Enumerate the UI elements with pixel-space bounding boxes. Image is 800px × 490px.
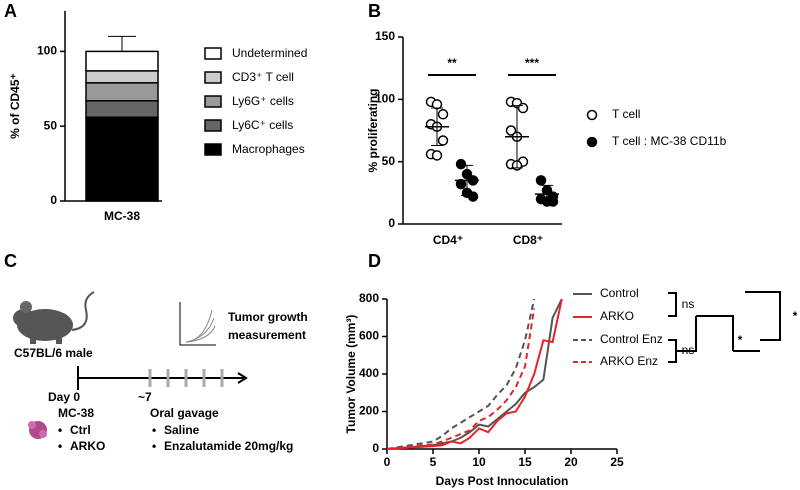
day-label: Day 0 xyxy=(48,390,80,404)
y-tick-label: 50 xyxy=(44,118,58,132)
y-tick-label: 800 xyxy=(359,291,379,305)
arm-label: Enzalutamide 20mg/kg xyxy=(164,439,293,453)
bar-segment xyxy=(85,70,159,84)
y-tick-label: 400 xyxy=(359,366,379,380)
legend-swatch xyxy=(204,71,222,84)
group-label: Ctrl xyxy=(70,423,91,437)
panel-label: D xyxy=(368,251,381,271)
data-point xyxy=(437,135,449,146)
data-point xyxy=(517,102,529,114)
injection-label: MC-38 xyxy=(58,406,94,420)
timeline xyxy=(77,366,248,390)
y-tick-label: 0 xyxy=(372,441,379,455)
bar-segment xyxy=(85,100,159,118)
group-label: ARKO xyxy=(70,439,105,453)
x-axis-label: Days Post Innoculation xyxy=(436,474,569,488)
tumor-icon xyxy=(28,421,47,439)
legend-label: Macrophages xyxy=(232,142,305,156)
significance-label: ns xyxy=(682,343,695,357)
legend-marker xyxy=(586,109,598,121)
x-tick-label: 20 xyxy=(564,455,578,469)
legend-label: Ly6G⁺ cells xyxy=(232,94,294,108)
sd-bar xyxy=(541,184,553,204)
legend-swatch xyxy=(204,119,222,132)
y-tick-label: 600 xyxy=(359,329,379,343)
significance-label: * xyxy=(738,333,743,347)
series-line xyxy=(387,299,536,450)
bar-segment xyxy=(85,50,159,72)
panel-label: C xyxy=(4,251,17,271)
treatment-label: Oral gavage xyxy=(150,406,219,420)
legend-label: Ly6C⁺ cells xyxy=(232,118,293,132)
y-tick-label: 0 xyxy=(50,193,57,207)
data-point xyxy=(455,178,467,190)
legend-swatch xyxy=(204,47,222,60)
legend-label: ARKO Enz xyxy=(600,354,658,368)
error-bar xyxy=(108,35,136,52)
data-point xyxy=(431,150,443,161)
bullet: • xyxy=(152,439,156,453)
series-line xyxy=(387,308,536,450)
data-point xyxy=(535,175,547,186)
y-tick-label: 50 xyxy=(382,154,396,168)
y-axis-label: % proliferating xyxy=(366,88,380,172)
legend-label: Control xyxy=(600,286,639,300)
legend-label: CD3⁺ T cell xyxy=(232,70,294,84)
data-point xyxy=(467,191,479,202)
data-point xyxy=(431,99,443,110)
readout-label: Tumor growth xyxy=(228,310,308,324)
data-point xyxy=(505,125,517,136)
sd-bar xyxy=(431,107,443,146)
y-axis-label: % of CD45⁺ xyxy=(8,73,22,139)
arm-label: Saline xyxy=(164,423,200,437)
legend-label: ARKO xyxy=(600,309,634,323)
x-tick-label: CD4⁺ xyxy=(433,233,463,247)
significance-label: *** xyxy=(525,56,539,70)
legend-label: T cell : MC-38 CD11b xyxy=(612,134,727,148)
x-tick-label: 5 xyxy=(430,455,437,469)
y-tick-label: 100 xyxy=(37,44,57,58)
data-point xyxy=(455,158,467,170)
day-label: ~7 xyxy=(138,390,152,404)
x-tick-label: CD8⁺ xyxy=(513,233,543,247)
y-tick-label: 200 xyxy=(359,404,379,418)
x-tick-label: 10 xyxy=(472,455,486,469)
x-tick-label: MC-38 xyxy=(104,209,140,223)
legend-marker xyxy=(586,136,598,148)
legend-label: Control Enz xyxy=(600,332,663,346)
data-point xyxy=(547,196,559,207)
y-tick-label: 0 xyxy=(388,216,395,230)
data-point xyxy=(437,109,449,120)
plot-area xyxy=(387,299,563,450)
bullet: • xyxy=(152,423,156,437)
readout-label: measurement xyxy=(228,328,306,342)
significance-bracket xyxy=(668,291,781,363)
x-tick-label: 25 xyxy=(610,455,624,469)
sd-bar xyxy=(511,105,523,169)
x-tick-label: 15 xyxy=(518,455,532,469)
legend-label: Undetermined xyxy=(232,46,307,60)
panel-label: A xyxy=(4,1,17,21)
sd-bar xyxy=(461,164,473,196)
growth-icon xyxy=(179,302,216,346)
y-tick-label: 100 xyxy=(375,92,395,106)
legend-swatch xyxy=(204,95,222,108)
significance-label: ** xyxy=(447,56,457,70)
mouse-icon xyxy=(13,291,95,344)
significance-label: * xyxy=(793,309,798,323)
bar-segment xyxy=(85,116,159,202)
bullet: • xyxy=(58,439,62,453)
legend-label: T cell xyxy=(612,107,640,121)
bar-segment xyxy=(85,82,159,102)
y-tick-label: 150 xyxy=(375,29,395,43)
series-line xyxy=(387,299,563,450)
bullet: • xyxy=(58,423,62,437)
panel-label: B xyxy=(368,1,381,21)
mouse-label: C57BL/6 male xyxy=(14,346,93,360)
significance-label: ns xyxy=(682,297,695,311)
x-tick-label: 0 xyxy=(384,455,391,469)
y-axis-label: Tumor Volume (mm³) xyxy=(344,315,358,434)
legend-swatch xyxy=(204,143,222,156)
